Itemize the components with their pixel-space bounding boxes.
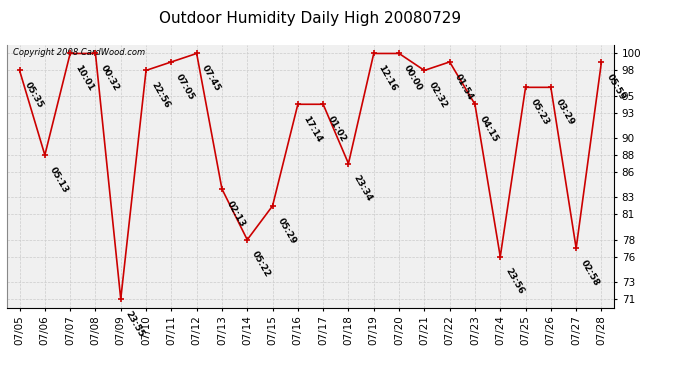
Text: 01:02: 01:02 [326, 114, 348, 144]
Text: 01:54: 01:54 [453, 72, 475, 101]
Text: Outdoor Humidity Daily High 20080729: Outdoor Humidity Daily High 20080729 [159, 11, 462, 26]
Text: 23:55: 23:55 [124, 309, 146, 339]
Text: 10:01: 10:01 [73, 64, 95, 93]
Text: 17:14: 17:14 [301, 114, 323, 144]
Text: 05:13: 05:13 [48, 165, 70, 194]
Text: 02:32: 02:32 [427, 81, 449, 110]
Text: 00:32: 00:32 [99, 64, 121, 93]
Text: 12:16: 12:16 [377, 64, 399, 93]
Text: 07:05: 07:05 [175, 72, 197, 101]
Text: 05:23: 05:23 [529, 98, 551, 127]
Text: Copyright 2008 CardWood.com: Copyright 2008 CardWood.com [13, 48, 145, 57]
Text: 03:29: 03:29 [554, 98, 576, 127]
Text: 00:00: 00:00 [402, 64, 424, 93]
Text: 04:15: 04:15 [478, 114, 500, 144]
Text: 05:35: 05:35 [23, 81, 45, 110]
Text: 02:58: 02:58 [579, 258, 601, 288]
Text: 23:56: 23:56 [503, 267, 525, 296]
Text: 22:56: 22:56 [149, 81, 171, 110]
Text: 23:34: 23:34 [351, 174, 374, 203]
Text: 05:59: 05:59 [604, 72, 627, 101]
Text: 05:22: 05:22 [250, 250, 273, 279]
Text: 05:29: 05:29 [275, 216, 297, 245]
Text: 02:13: 02:13 [225, 199, 247, 228]
Text: 07:45: 07:45 [199, 64, 222, 93]
